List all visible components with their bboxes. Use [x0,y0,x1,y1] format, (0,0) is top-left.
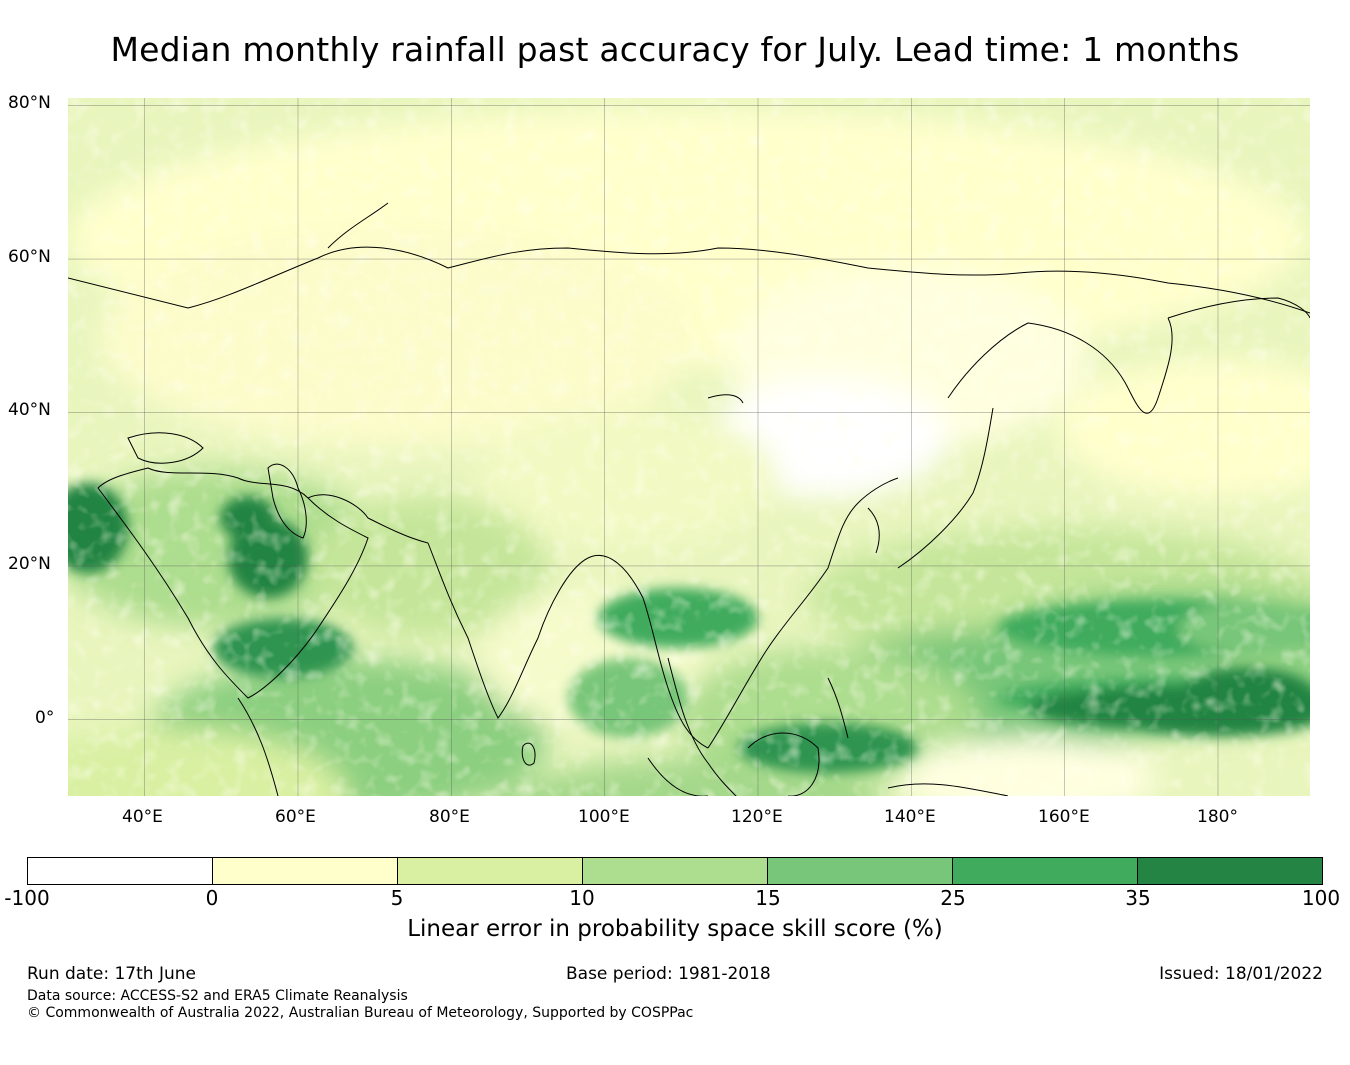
lon-label-180: 180° [1197,807,1238,827]
colorbar-segment [28,858,213,884]
colorbar-tick: 15 [755,886,781,910]
copyright: © Commonwealth of Australia 2022, Austra… [27,1005,694,1021]
speckle-texture [68,98,1310,796]
lon-label-60: 60°E [275,807,316,827]
lon-label-140: 140°E [884,807,936,827]
colorbar-tick: 35 [1125,886,1151,910]
colorbar-tick: 100 [1301,886,1341,910]
lon-label-40: 40°E [122,807,163,827]
base-period: Base period: 1981-2018 [566,964,771,984]
lon-label-160: 160°E [1038,807,1090,827]
lon-label-80: 80°E [429,807,470,827]
colorbar [27,857,1323,885]
colorbar-segment [768,858,953,884]
skill-score-map [68,98,1310,796]
colorbar-segment [213,858,398,884]
lat-label-60: 60°N [8,247,51,267]
colorbar-segment [583,858,768,884]
colorbar-segment [1138,858,1322,884]
colorbar-tick: -100 [4,886,50,910]
colorbar-segment [953,858,1138,884]
colorbar-tick: 5 [390,886,404,910]
lat-label-0: 0° [35,708,55,728]
run-date: Run date: 17th June [27,964,196,984]
colorbar-segment [398,858,583,884]
map-title: Median monthly rainfall past accuracy fo… [110,30,1240,69]
map-area: 80°N 60°N 40°N 20°N 0° 40°E 60°E 80°E 10… [8,93,1310,827]
issued-date: Issued: 18/01/2022 [1159,964,1323,984]
colorbar-tick: 10 [569,886,595,910]
colorbar-label: Linear error in probability space skill … [407,916,943,942]
coastlines [68,202,1310,796]
lat-label-20: 20°N [8,554,51,574]
lon-label-120: 120°E [731,807,783,827]
colorbar-tick: 0 [205,886,219,910]
lon-label-100: 100°E [578,807,630,827]
gridlines [68,98,1310,796]
data-source: Data source: ACCESS-S2 and ERA5 Climate … [27,988,408,1004]
colorbar-tick: 25 [940,886,966,910]
lat-label-40: 40°N [8,400,51,420]
lat-label-80: 80°N [8,93,51,113]
